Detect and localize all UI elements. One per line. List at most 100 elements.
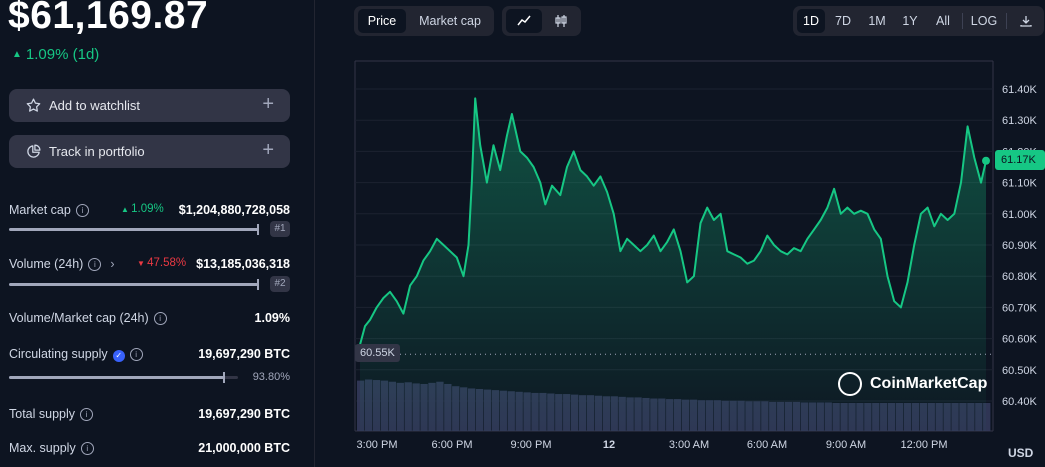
range-all[interactable]: All [936, 14, 950, 28]
range-toggle: 1D 7D 1M 1Y All LOG [793, 6, 1044, 36]
volume-value: $13,185,036,318 [196, 257, 290, 271]
market-cap-label-wrap: Market cap i [9, 203, 89, 217]
market-cap-change: ▲ 1.09% [121, 203, 164, 215]
plus-icon: + [262, 139, 274, 161]
y-tick-label: 60.80K [1002, 271, 1038, 283]
track-knob [257, 279, 259, 290]
y-tick-label: 61.00K [1002, 209, 1038, 221]
price-value: $61,169.87 [8, 0, 209, 37]
volume-label: Volume (24h) [9, 257, 84, 271]
chart-style-toggle [502, 6, 581, 36]
x-tick-label: 12 [603, 439, 615, 451]
circulating-supply-percent: 93.80% [252, 371, 290, 383]
price-change: ▲ 1.09% (1d) [12, 46, 99, 63]
low-price-label: 60.55K [355, 344, 400, 362]
track-knob [257, 224, 259, 235]
watermark-text: CoinMarketCap [870, 375, 988, 392]
price-line [359, 97, 987, 346]
x-tick-label: 12:00 PM [900, 439, 947, 451]
line-chart-button[interactable] [506, 9, 542, 33]
currency-label: USD [1008, 446, 1034, 460]
info-icon[interactable]: i [80, 408, 94, 421]
info-icon[interactable]: i [80, 442, 94, 455]
x-tick-label: 6:00 PM [432, 439, 473, 451]
verified-badge-icon: ✓ [112, 350, 125, 362]
download-button[interactable] [1012, 9, 1040, 33]
pie-chart-icon [27, 144, 41, 158]
total-supply-label-wrap: Total supply i [9, 407, 94, 421]
y-tick-label: 60.70K [1002, 302, 1038, 314]
volume-track [9, 279, 259, 290]
log-scale-button[interactable]: LOG [970, 14, 998, 28]
x-tick-label: 3:00 AM [669, 439, 709, 451]
y-tick-label: 60.50K [1002, 365, 1038, 377]
volume-change: ▼ 47.58% [137, 257, 186, 269]
range-7d[interactable]: 7D [835, 14, 851, 28]
y-tick-label: 60.60K [1002, 334, 1038, 346]
range-1m[interactable]: 1M [868, 14, 886, 28]
plus-icon: + [262, 93, 274, 115]
mode-toggle: Price Market cap [354, 6, 494, 36]
price-area-fill [360, 98, 986, 432]
info-icon[interactable]: i [88, 258, 102, 271]
range-separator [962, 13, 963, 29]
add-to-watchlist-button[interactable]: Add to watchlist + [9, 89, 290, 122]
x-tick-label: 9:00 PM [511, 439, 552, 451]
volume-rank-badge: #2 [270, 276, 290, 292]
track-knob [222, 372, 225, 383]
x-tick-label: 6:00 AM [747, 439, 787, 451]
down-triangle-icon: ▼ [137, 259, 148, 268]
circulating-supply-label-wrap: Circulating supply ✓ i [9, 347, 143, 362]
volume-label-wrap: Volume (24h) i › [9, 257, 115, 271]
max-supply-label: Max. supply [9, 441, 76, 455]
panel-divider [314, 0, 315, 467]
x-tick-label: 3:00 PM [357, 439, 398, 451]
track-in-portfolio-button[interactable]: Track in portfolio + [9, 135, 290, 168]
star-icon [26, 98, 41, 112]
max-supply-value: 21,000,000 BTC [198, 441, 290, 455]
volume-mcap-label-wrap: Volume/Market cap (24h) i [9, 311, 167, 325]
market-cap-value: $1,204,880,728,058 [178, 203, 290, 217]
chevron-right-icon[interactable]: › [110, 257, 115, 271]
y-tick-label: 60.40K [1002, 396, 1038, 408]
current-price-dot [982, 156, 990, 165]
x-tick-label: 9:00 AM [826, 439, 866, 451]
download-icon [1020, 16, 1032, 27]
market-cap-track [9, 224, 259, 235]
market-cap-change-value: 1.09% [131, 203, 164, 215]
y-tick-label: 60.90K [1002, 240, 1038, 252]
price-change-value: 1.09% (1d) [25, 46, 100, 63]
track-in-portfolio-label: Track in portfolio [49, 144, 145, 159]
circulating-supply-value: 19,697,290 BTC [198, 347, 290, 361]
tab-market-cap[interactable]: Market cap [419, 14, 481, 28]
circulating-supply-label: Circulating supply [9, 347, 108, 361]
y-tick-label: 61.40K [1002, 84, 1038, 96]
volume-mcap-label: Volume/Market cap (24h) [9, 311, 149, 325]
candlestick-chart-button[interactable] [543, 9, 579, 33]
range-separator [1006, 13, 1007, 29]
total-supply-value: 19,697,290 BTC [198, 407, 290, 421]
volume-bar [983, 403, 991, 431]
info-icon[interactable]: i [129, 348, 143, 361]
range-1y[interactable]: 1Y [902, 14, 918, 28]
volume-mcap-value: 1.09% [254, 311, 290, 325]
add-to-watchlist-label: Add to watchlist [49, 98, 141, 113]
info-icon[interactable]: i [75, 204, 89, 217]
tab-price[interactable]: Price [358, 9, 406, 33]
info-icon[interactable]: i [153, 312, 167, 325]
range-1d[interactable]: 1D [797, 9, 825, 33]
max-supply-label-wrap: Max. supply i [9, 441, 94, 455]
y-tick-label: 61.10K [1002, 178, 1038, 190]
line-chart-icon [517, 15, 531, 26]
market-cap-rank-badge: #1 [270, 221, 290, 237]
up-triangle-icon: ▲ [12, 49, 22, 60]
coinmarketcap-logo-icon [838, 372, 862, 396]
y-tick-label: 61.30K [1002, 115, 1038, 127]
current-price-label: 61.17K [995, 150, 1045, 170]
total-supply-label: Total supply [9, 407, 76, 421]
volume-change-value: 47.58% [147, 257, 187, 269]
circulating-supply-track [9, 372, 238, 383]
market-cap-label: Market cap [9, 203, 71, 217]
circulating-supply-fill [9, 376, 224, 379]
